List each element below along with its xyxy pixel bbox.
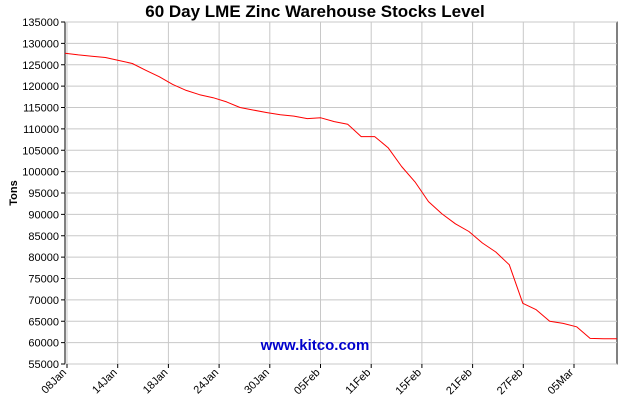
y-tick-label: 115000 — [23, 103, 59, 115]
y-tick-label: 110000 — [23, 124, 59, 136]
y-tick-label: 70000 — [28, 295, 59, 307]
y-tick-label: 100000 — [22, 167, 59, 179]
y-tick-label: 90000 — [28, 209, 59, 221]
y-tick-label: 135000 — [22, 17, 59, 29]
x-tick-label: 14Jan — [90, 367, 120, 397]
y-tick-label: 95000 — [28, 188, 59, 200]
y-tick-label: 60000 — [28, 338, 59, 350]
y-tick-label: 65000 — [28, 316, 59, 328]
chart-title: 60 Day LME Zinc Warehouse Stocks Level — [145, 2, 485, 21]
y-axis-label: Tons — [8, 180, 20, 205]
x-tick-label: 18Jan — [141, 367, 171, 397]
y-tick-label: 55000 — [28, 359, 59, 371]
y-tick-label: 125000 — [22, 60, 59, 72]
x-tick-label: 24Jan — [192, 367, 222, 397]
x-tick-label: 05Feb — [292, 367, 323, 398]
y-tick-label: 130000 — [22, 38, 59, 50]
series-layer — [64, 52, 617, 340]
x-tick-label: 15Feb — [393, 367, 424, 398]
x-tick-label: 11Feb — [343, 367, 373, 397]
y-tick-label: 85000 — [28, 231, 59, 243]
x-tick-label: 05Mar — [546, 366, 577, 397]
y-tick-label: 120000 — [22, 81, 59, 93]
x-tick-label: 30Jan — [242, 367, 272, 397]
watermark-text: www.kitco.com — [260, 337, 370, 354]
grid-lines — [65, 21, 617, 365]
x-axis: 08Jan 14Jan 18Jan 24Jan 30Jan 05Feb 11Feb 15Feb… — [39, 364, 576, 397]
series-line-0 — [64, 52, 617, 340]
y-tick-label: 75000 — [28, 274, 59, 286]
y-tick-label: 105000 — [22, 145, 59, 157]
x-tick-label: 21Feb — [444, 367, 475, 398]
x-tick-label: 08Jan — [39, 367, 69, 397]
y-tick-label: 80000 — [28, 252, 59, 264]
y-axis: 55000 60000 65000 70000 75000 80000 85000 90000… — [22, 17, 65, 371]
x-tick-label: 27Feb — [495, 367, 526, 398]
